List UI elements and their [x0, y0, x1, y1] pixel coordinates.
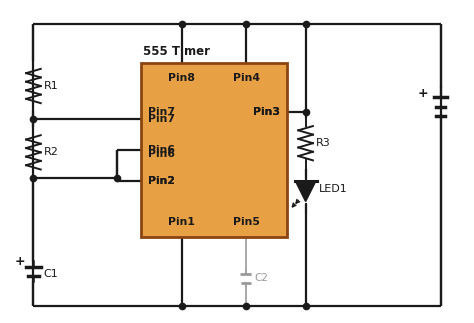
- Text: +: +: [417, 87, 428, 100]
- Text: Pin7: Pin7: [148, 107, 175, 117]
- Polygon shape: [296, 182, 316, 202]
- Text: Pin6: Pin6: [148, 149, 175, 159]
- Text: Pin7: Pin7: [148, 114, 175, 124]
- Text: Pin8: Pin8: [168, 73, 195, 83]
- Text: Pin3: Pin3: [254, 107, 281, 117]
- Text: Pin6: Pin6: [148, 145, 175, 155]
- Text: Pin1: Pin1: [168, 217, 195, 227]
- Text: C2: C2: [255, 273, 269, 283]
- Text: R2: R2: [44, 147, 58, 157]
- Text: Pin3: Pin3: [254, 107, 281, 117]
- Text: Pin2: Pin2: [148, 176, 175, 186]
- Text: C1: C1: [44, 269, 58, 278]
- Text: LED1: LED1: [319, 184, 347, 194]
- Text: R1: R1: [44, 81, 58, 91]
- Bar: [141, 63, 287, 237]
- Text: 555 Timer: 555 Timer: [143, 45, 210, 58]
- Text: Pin5: Pin5: [233, 217, 260, 227]
- Text: +: +: [15, 255, 25, 268]
- Text: Pin2: Pin2: [148, 176, 175, 186]
- Text: R3: R3: [316, 138, 330, 148]
- Text: Pin4: Pin4: [233, 73, 260, 83]
